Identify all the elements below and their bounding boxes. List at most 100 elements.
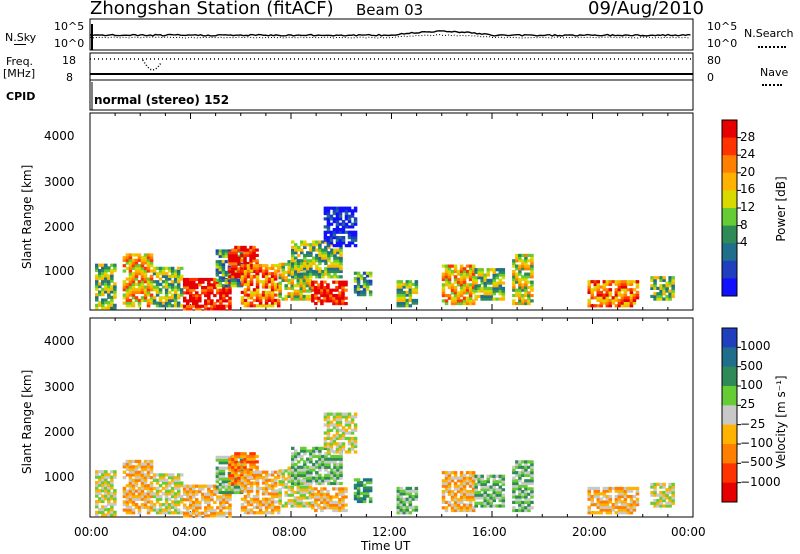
velocity-cell	[326, 426, 331, 430]
power-cell	[483, 292, 487, 296]
velocity-cell	[306, 457, 310, 461]
velocity-cell	[495, 504, 500, 508]
power-cell	[210, 283, 214, 287]
velocity-cell	[605, 494, 610, 499]
power-cell	[300, 251, 304, 255]
power-cell	[339, 256, 343, 260]
velocity-cell	[602, 508, 607, 512]
velocity-cell	[216, 498, 220, 502]
velocity-cell	[219, 508, 223, 513]
power-cell	[225, 288, 229, 292]
power-cell	[98, 301, 102, 305]
velocity-cell	[665, 496, 669, 500]
power-cell	[521, 253, 525, 258]
power-cell	[671, 286, 675, 290]
velocity-cell	[330, 468, 334, 472]
power-cell	[405, 282, 410, 286]
power-cell	[131, 280, 136, 284]
power-cell	[146, 301, 151, 305]
velocity-cell	[524, 481, 528, 486]
power-cell	[237, 259, 241, 263]
power-cell	[207, 280, 211, 284]
velocity-cell	[236, 488, 241, 492]
power-cell	[329, 222, 334, 226]
velocity-cell	[462, 489, 467, 494]
velocity-cell	[402, 489, 407, 493]
power-cell	[626, 288, 631, 292]
power-cell	[653, 292, 657, 296]
velocity-cell	[353, 436, 358, 441]
velocity-cell	[477, 482, 481, 486]
power-cell	[315, 269, 319, 274]
power-cell	[350, 209, 355, 213]
power-cell	[530, 259, 534, 263]
velocity-cell	[333, 479, 337, 483]
power-cell	[225, 299, 229, 303]
velocity-cell	[255, 473, 260, 477]
power-cell	[161, 269, 166, 273]
power-cell	[255, 285, 260, 289]
power-cell	[284, 286, 288, 290]
velocity-cell	[350, 439, 355, 443]
velocity-cell	[249, 462, 253, 467]
velocity-cell	[530, 481, 534, 486]
velocity-cell	[341, 415, 346, 419]
velocity-cell	[333, 468, 337, 472]
velocity-cell	[164, 511, 169, 515]
power-cell	[483, 273, 487, 277]
velocity-cell	[326, 428, 331, 432]
velocity-cell	[623, 503, 628, 507]
velocity-cell	[213, 487, 217, 491]
nsky-panel-frame	[89, 18, 694, 51]
velocity-cell	[483, 501, 487, 505]
power-cell	[489, 268, 494, 272]
velocity-cell	[299, 485, 304, 489]
velocity-cell	[234, 479, 238, 483]
power-cell	[270, 285, 275, 289]
power-cell	[447, 267, 452, 271]
power-cell	[188, 288, 193, 292]
power-cell	[131, 277, 136, 281]
velocity-cell	[324, 462, 328, 467]
velocity-cell	[314, 500, 318, 504]
power-cell	[230, 281, 235, 285]
power-cell	[300, 259, 304, 263]
velocity-cell	[587, 511, 591, 515]
velocity-cell	[611, 503, 616, 507]
velocity-cell	[185, 514, 190, 518]
velocity-cell	[278, 490, 282, 495]
power-cell	[471, 272, 476, 276]
velocity-cell	[608, 497, 613, 501]
velocity-cell	[287, 466, 291, 470]
power-cell	[512, 293, 516, 298]
velocity-cell	[492, 496, 497, 500]
power-cell	[326, 219, 331, 224]
velocity-cell	[143, 486, 148, 491]
power-cell	[173, 290, 178, 295]
velocity-cell	[662, 493, 666, 497]
velocity-cell	[332, 442, 337, 446]
power-cell	[134, 296, 139, 300]
power-cell	[104, 290, 108, 294]
power-cell	[405, 280, 410, 284]
velocity-cell	[113, 502, 117, 506]
velocity-cell	[602, 503, 607, 507]
velocity-cell	[453, 492, 458, 496]
power-cell	[104, 277, 108, 281]
velocity-cell	[170, 494, 175, 499]
velocity-cell	[273, 478, 278, 482]
velocity-cell	[326, 500, 330, 504]
power-cell	[462, 277, 467, 282]
power-cell	[173, 301, 178, 305]
velocity-cell	[512, 508, 516, 513]
power-cell	[128, 258, 133, 262]
velocity-cell	[629, 500, 634, 504]
power-cell	[267, 290, 272, 295]
power-cell	[128, 272, 133, 276]
power-cell	[338, 222, 343, 226]
power-colorbar-ticklabel: 28	[740, 129, 756, 144]
velocity-cell	[243, 465, 247, 469]
velocity-cell	[273, 484, 278, 488]
power-cell	[249, 245, 253, 249]
power-cell	[353, 271, 358, 275]
